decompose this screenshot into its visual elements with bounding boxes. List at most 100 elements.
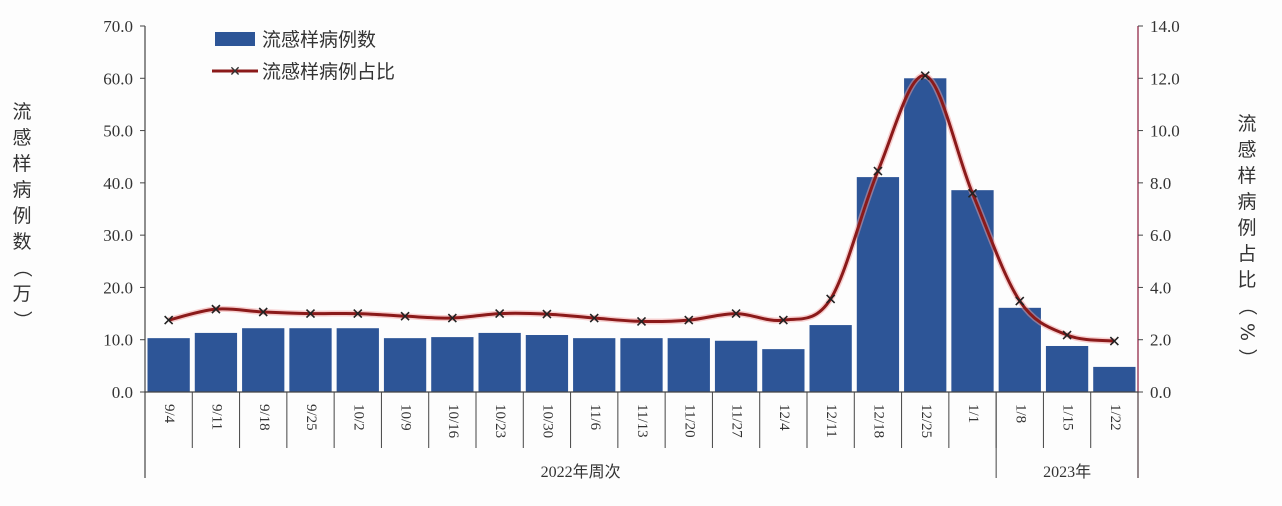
x-tick-label: 1/15	[1060, 404, 1076, 431]
line-point	[967, 188, 978, 198]
bar	[336, 328, 379, 392]
x-tick-label: 11/27	[729, 404, 745, 438]
x-tick-label: 10/9	[398, 404, 414, 431]
y-axis-title-char: 数	[12, 231, 31, 253]
line-point	[684, 315, 694, 325]
y-tick-label: 30.0	[103, 226, 133, 245]
x-tick-label: 9/11	[208, 404, 224, 430]
y-axis-title-char: 感	[12, 127, 31, 149]
legend: 流感样病例数 ✕ 流感样病例占比	[212, 29, 395, 83]
x-tick-label: 10/16	[445, 404, 461, 439]
legend-label-line: 流感样病例占比	[262, 61, 395, 83]
group-label: 2023年	[1043, 463, 1091, 481]
bars	[147, 78, 1136, 393]
x-tick-label: 9/25	[303, 404, 319, 431]
y2-tick-label: 2.0	[1150, 331, 1171, 350]
x-tick-label: 9/4	[161, 404, 177, 424]
y2-axis-title-char: 流	[1237, 113, 1256, 135]
bar	[525, 335, 569, 392]
y2-axis-title-char: 病	[1237, 191, 1256, 213]
bar	[667, 338, 710, 392]
line-point	[305, 309, 316, 319]
line-point	[400, 311, 410, 321]
line-point	[1062, 330, 1072, 340]
y-axis-title-char: 例	[12, 205, 31, 227]
y-tick-label: 40.0	[103, 174, 133, 193]
bar	[573, 338, 616, 392]
bar	[194, 332, 238, 392]
legend-label-bar: 流感样病例数	[262, 29, 376, 51]
line-path	[168, 74, 1115, 343]
y2-axis-title-char: 感	[1237, 139, 1256, 161]
line-point	[447, 313, 457, 323]
legend-marker: ✕	[229, 65, 241, 80]
line-point	[211, 304, 221, 314]
bar	[951, 190, 994, 392]
y-axis-title-char: 万	[12, 283, 31, 305]
line-point	[353, 309, 363, 319]
line-point	[258, 307, 268, 317]
x-tick-label: 12/4	[776, 404, 792, 431]
line-series	[164, 71, 1119, 346]
bar	[809, 325, 852, 392]
x-tick-label: 10/2	[350, 404, 366, 431]
bar	[431, 337, 474, 392]
bar	[289, 328, 332, 392]
y2-tick-label: 4.0	[1150, 278, 1171, 297]
x-tick-label: 10/30	[539, 404, 555, 438]
x-tick-label: 9/18	[256, 404, 272, 431]
y-axis-title-char: ）	[11, 310, 33, 329]
y2-tick-label: 14.0	[1150, 17, 1180, 36]
line-point	[1109, 336, 1119, 346]
bar	[762, 349, 805, 392]
x-tick-label: 12/25	[918, 404, 934, 438]
group-label: 2022年周次	[541, 463, 621, 481]
bar	[478, 332, 521, 392]
y2-axis-title-char: %	[1236, 323, 1258, 341]
y2-axis-title-char: 样	[1237, 165, 1256, 187]
y2-axis-title-char: 例	[1237, 217, 1256, 239]
bar	[714, 340, 758, 392]
y-axis-title-char: 病	[12, 179, 31, 201]
x-tick-label: 1/1	[965, 404, 981, 423]
axes: 0.0 10.0 20.0 30.0 40.0 50.0 60.0 70.0 0.0 2.0 4.0…	[11, 17, 1258, 481]
y2-tick-label: 6.0	[1150, 226, 1171, 245]
y-tick-label: 10.0	[103, 331, 133, 350]
x-tick-label: 10/23	[492, 404, 508, 438]
x-tick-label: 12/18	[870, 404, 886, 438]
line-point	[542, 309, 552, 319]
y2-tick-label: 0.0	[1150, 383, 1171, 402]
bar	[1045, 345, 1089, 392]
line-point	[636, 316, 647, 326]
line-point	[1015, 296, 1025, 306]
y2-axis-title-char: （	[1236, 296, 1258, 315]
bar	[904, 78, 947, 393]
bar	[383, 338, 427, 392]
line-point	[731, 309, 741, 319]
y2-tick-label: 8.0	[1150, 174, 1171, 193]
y-tick-label: 70.0	[103, 17, 133, 36]
x-tick-label: 11/13	[634, 404, 650, 438]
y-tick-label: 60.0	[103, 69, 133, 88]
line-point	[495, 309, 505, 319]
x-tick-label: 1/22	[1107, 404, 1123, 431]
line-point	[920, 71, 930, 81]
x-tick-label: 1/8	[1012, 404, 1028, 423]
y2-axis-title-char: 占	[1237, 243, 1256, 265]
bar	[1093, 366, 1136, 392]
x-tick-label: 11/20	[681, 404, 697, 438]
y2-tick-label: 12.0	[1150, 69, 1180, 88]
y2-axis-title-char: 比	[1237, 269, 1256, 291]
y-tick-label: 20.0	[103, 278, 133, 297]
y-axis-title-char: 流	[12, 101, 31, 123]
x-tick-label: 12/11	[823, 404, 839, 438]
y-axis-title-char: 样	[12, 153, 31, 175]
legend-swatch-bar	[215, 32, 255, 46]
y2-tick-label: 10.0	[1150, 122, 1180, 141]
line-point	[873, 166, 883, 176]
line-point	[778, 315, 788, 325]
y-tick-label: 50.0	[103, 122, 133, 141]
line-point	[826, 294, 836, 304]
line-point	[164, 315, 174, 325]
y2-axis-title-char: ）	[1236, 348, 1258, 367]
